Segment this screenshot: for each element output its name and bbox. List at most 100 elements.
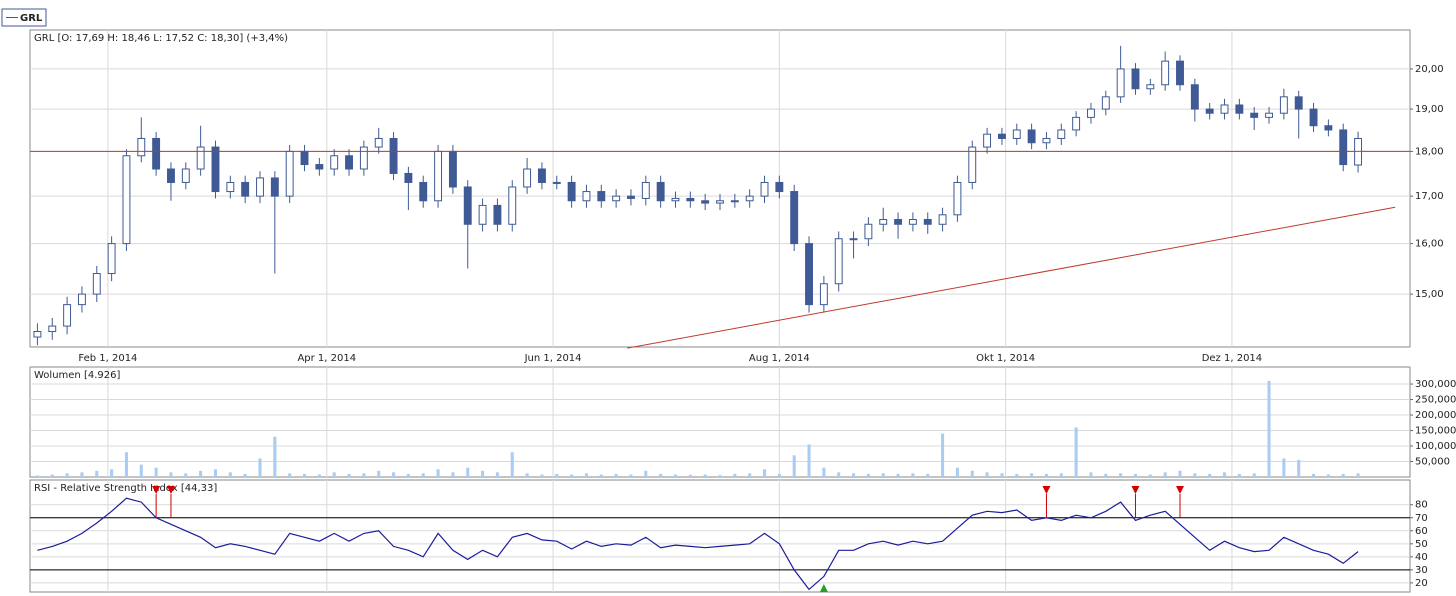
volume-bar [124,452,128,477]
candle-body [1042,137,1051,144]
volume-bar [1133,473,1138,477]
panel-frame [29,29,1411,348]
y-tick-label: 50,000 [1415,457,1450,468]
volume-bar [288,473,292,477]
candle-body [107,243,116,275]
candle-body [775,181,784,193]
volume-bar [762,469,767,477]
volume-bar [1104,473,1108,477]
candle-body [968,146,977,183]
sell-signal [152,486,161,494]
volume-bar [1148,474,1152,477]
candle-body [1250,112,1259,118]
candle-body [167,168,175,183]
candle-body [1339,129,1348,166]
volume-bar [258,458,262,477]
candle-body [1265,112,1273,118]
sell-signal [1131,486,1140,494]
volume-bar [970,470,974,477]
candle-body [137,137,146,157]
candle-body [359,146,368,170]
candle-body [389,137,398,174]
candle-body [1309,108,1318,127]
volume-bar [1044,473,1048,477]
volume-bar [50,474,54,477]
candle-body [983,133,992,148]
volume-bar [1237,473,1241,477]
candle-body [404,172,413,183]
candle-body [612,195,621,202]
candle-body [226,181,235,193]
volume-bar [718,475,722,477]
candle-body [686,197,695,202]
volume-bar [510,452,514,477]
volume-bar [1000,473,1004,477]
x-tick-label: Aug 1, 2014 [749,353,810,364]
candle-body [1279,96,1288,114]
panel-frame [29,366,1411,478]
volume-bar [1163,472,1167,477]
volume-bar [65,473,69,477]
candle-body [374,137,383,148]
volume-bar [1222,472,1227,477]
candle-body [923,219,932,225]
candle-body [345,155,353,170]
volume-bar [1282,458,1286,477]
candle-body [1161,60,1170,86]
candle-body [805,243,813,306]
x-tick-label: Jun 1, 2014 [524,353,582,364]
panel-title: Wolumen [4.926] [34,370,120,381]
volume-bar [243,473,247,477]
candle-body [671,197,680,202]
candle-body [63,304,72,327]
candle-body [1324,125,1333,131]
y-tick-label: 18,00 [1415,146,1444,157]
y-tick-label: 19,00 [1415,104,1444,115]
candle-body [1205,108,1214,114]
volume-bar [421,473,425,477]
volume-bar [1193,473,1197,477]
candle-body [152,137,161,170]
y-tick-label: 20,00 [1415,64,1444,75]
candle-body [1027,129,1036,144]
volume-bar [644,470,648,477]
volume-bar [1178,470,1182,477]
volume-bar [377,470,381,477]
volume-bar [80,472,84,477]
volume-bar [525,473,529,477]
panel-frame [29,479,1411,593]
candle-body [1190,84,1199,110]
volume-bar [154,467,158,477]
candle-body [448,150,457,188]
volume-bar [614,473,618,477]
volume-bar [213,469,218,477]
volume-bar [955,467,959,477]
volume-bar [1312,473,1316,477]
volume-bar [748,473,752,477]
volume-bar [777,473,781,477]
volume-bar [985,472,989,477]
volume-bar [1356,473,1360,477]
candle-body [523,168,532,188]
sell-signal [1042,486,1051,494]
volume-bar [199,470,203,477]
volume-bar [1059,473,1063,477]
y-tick-label: 80 [1415,500,1428,511]
volume-bar [1267,380,1271,477]
legend-box [1,8,47,27]
volume-bar [228,472,232,477]
candle-body [879,219,888,225]
candle-body [582,191,591,202]
candle-body [864,223,873,240]
volume-bar [866,473,870,477]
buy-signal [819,584,828,592]
candle-body [834,238,843,285]
volume-bar [1015,473,1019,477]
trend-line [627,206,1396,349]
candle-body [1294,96,1303,110]
candle-body [33,331,42,338]
candle-body [478,204,487,225]
y-tick-label: 40 [1415,552,1428,563]
volume-bar [302,473,307,477]
